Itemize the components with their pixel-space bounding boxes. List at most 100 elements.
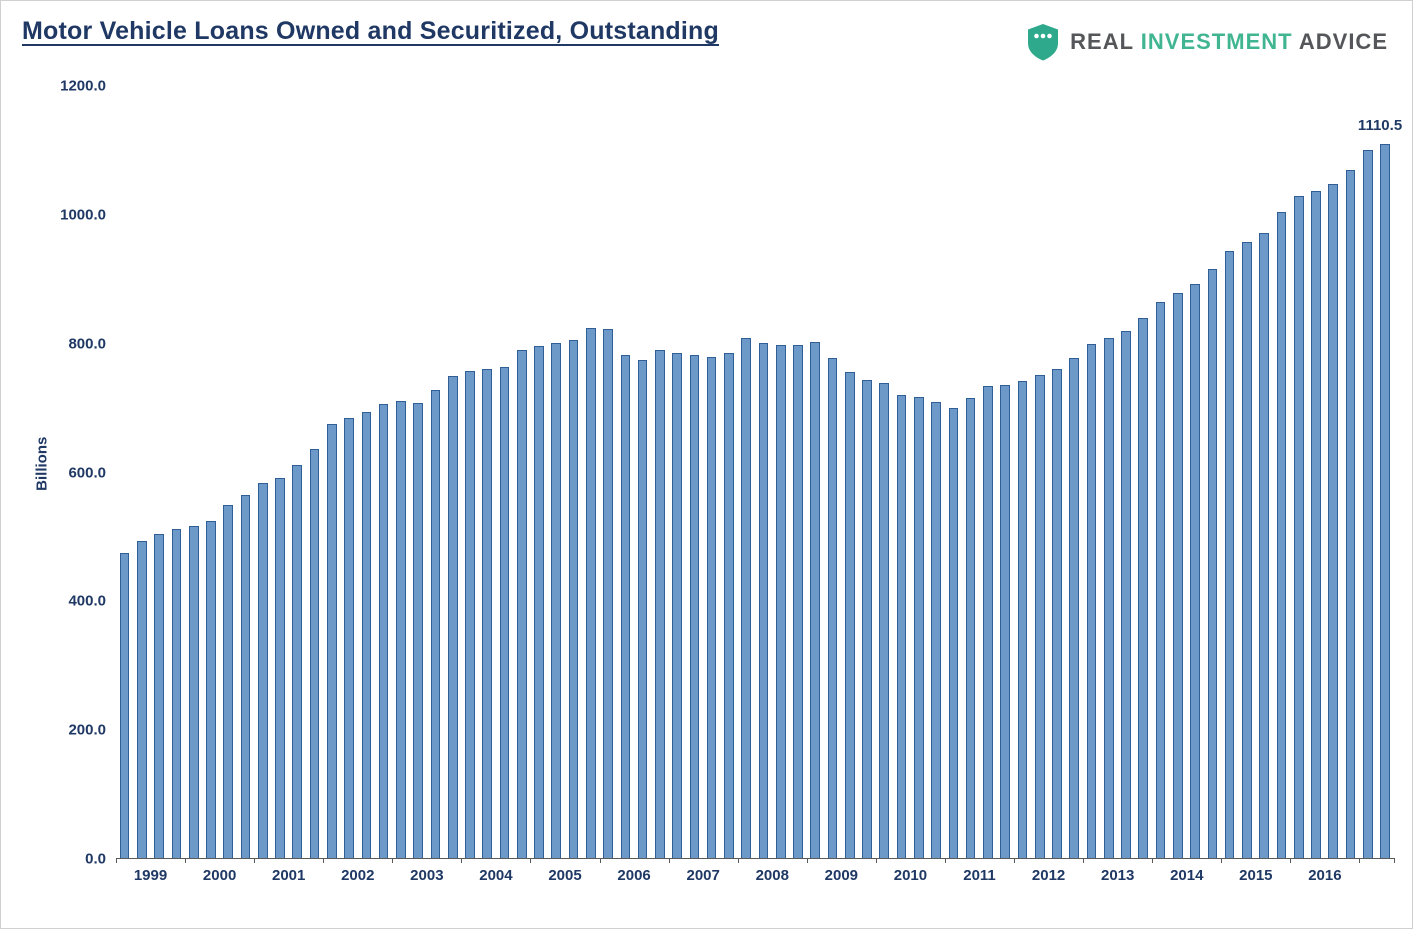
bar <box>309 448 320 858</box>
x-axis-year-label: 2007 <box>686 867 720 884</box>
bar <box>499 366 510 858</box>
bar <box>1000 385 1010 858</box>
bar <box>275 478 285 858</box>
bar <box>326 424 337 858</box>
bar-slot <box>1048 86 1065 858</box>
bar <box>672 352 682 858</box>
bar <box>154 533 164 858</box>
bar <box>568 340 579 858</box>
x-axis-tick <box>530 858 532 863</box>
bar-slot <box>1186 86 1203 858</box>
bar <box>793 345 803 858</box>
bar-slot <box>1014 86 1031 858</box>
x-axis-year-label: 1999 <box>133 867 168 884</box>
bar <box>620 354 631 858</box>
bar-slot <box>910 86 927 858</box>
bar <box>1345 169 1356 858</box>
x-axis-year-label: 2005 <box>548 867 582 884</box>
bar-slot <box>876 86 893 858</box>
x-axis-tick <box>668 858 670 863</box>
bar-slot <box>824 86 841 858</box>
x-axis-tick <box>806 858 808 863</box>
bar-slot <box>617 86 634 858</box>
bar-slot <box>893 86 910 858</box>
bar <box>1069 357 1080 858</box>
bar <box>551 342 562 858</box>
x-axis-tick <box>1221 858 1223 863</box>
shield-icon <box>1026 23 1060 61</box>
bar <box>430 390 441 858</box>
x-axis-year-label: 2008 <box>755 867 789 884</box>
bar-slot <box>582 86 599 858</box>
x-axis-tick <box>1152 858 1154 863</box>
bar <box>482 369 493 858</box>
bar <box>534 345 544 858</box>
bar <box>1155 301 1166 858</box>
bar-slot <box>185 86 202 858</box>
bar-slot <box>1325 86 1342 858</box>
bar-slot <box>1152 86 1169 858</box>
x-axis-year-label: 2014 <box>1170 867 1204 884</box>
x-axis-tick <box>1014 858 1016 863</box>
bar-slot <box>1256 86 1273 858</box>
bar <box>188 526 199 858</box>
bar-slot <box>461 86 478 858</box>
bar-slot <box>237 86 254 858</box>
bar-slot <box>1066 86 1083 858</box>
bar <box>827 358 838 858</box>
x-axis-year-label: 2010 <box>893 867 928 884</box>
bar <box>775 344 786 858</box>
bar <box>879 382 890 858</box>
bar <box>844 371 855 858</box>
x-axis-year-label: 2001 <box>272 867 306 884</box>
y-axis-tick-label: 1200.0 <box>60 77 106 95</box>
bar <box>1276 212 1287 858</box>
x-axis-tick <box>1359 858 1361 863</box>
bar <box>361 411 372 858</box>
y-axis-tick-label: 800.0 <box>68 335 106 353</box>
bar-slot <box>548 86 565 858</box>
y-axis-title: Billions <box>33 436 51 491</box>
bar-slot <box>323 86 340 858</box>
x-axis-year-label: 2002 <box>341 867 375 884</box>
bar-slot <box>410 86 427 858</box>
bar-slot <box>375 86 392 858</box>
bar <box>914 397 924 858</box>
plot-area: 1110.5 1999 2000 2001 2002 2003 2004 2005 2006 2… <box>116 86 1402 884</box>
bar <box>931 401 941 858</box>
bar-slot <box>599 86 616 858</box>
bar-slot <box>1221 86 1238 858</box>
bar-slot <box>392 86 409 858</box>
bar <box>655 349 665 858</box>
bar-slot <box>427 86 444 858</box>
last-value-annotation: 1110.5 <box>1357 116 1403 134</box>
bar-slot <box>686 86 703 858</box>
x-axis-year-label: 2009 <box>824 867 859 884</box>
bar-slot <box>858 86 875 858</box>
bar-slot <box>496 86 513 858</box>
bar <box>378 404 389 858</box>
bar-slot <box>306 86 323 858</box>
x-axis-tick <box>737 858 739 863</box>
brand-text-advice: ADVICE <box>1298 29 1388 54</box>
x-axis-year-label: 2012 <box>1031 867 1066 884</box>
x-axis: 1999 2000 2001 2002 2003 2004 2005 2006 2007 2008… <box>116 858 1395 892</box>
bar-slot <box>289 86 306 858</box>
bar-slot <box>202 86 219 858</box>
bar-slot <box>755 86 772 858</box>
bar <box>1242 242 1252 858</box>
x-axis-year-label: 2011 <box>963 867 996 884</box>
bar-slot <box>271 86 288 858</box>
bar <box>1224 250 1235 858</box>
y-axis-tick-label: 600.0 <box>68 464 106 481</box>
bar-slot <box>927 86 944 858</box>
x-axis-tick <box>323 858 325 863</box>
x-axis-tick <box>461 858 463 863</box>
brand-text-investment: INVESTMENT <box>1140 29 1293 54</box>
bar <box>965 398 976 858</box>
x-axis-tick <box>1083 858 1085 863</box>
y-axis: 0.0 200.0 400.0 600.0 800.0 1000.0 1200.0 <box>1 78 106 868</box>
x-axis-year-label: 2006 <box>617 867 651 884</box>
bar <box>240 494 251 858</box>
